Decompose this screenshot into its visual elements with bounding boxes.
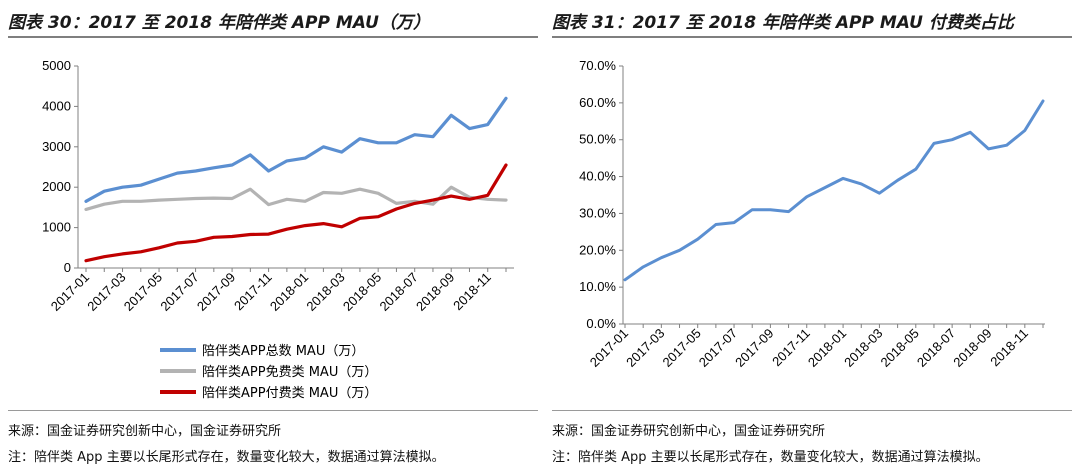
x-tick-label: 2017-05 — [121, 270, 165, 314]
y-tick-label: 0.0% — [586, 316, 616, 331]
x-tick-label: 2017-07 — [696, 326, 740, 370]
y-tick-label: 70.0% — [579, 58, 616, 73]
x-tick-label: 2018-09 — [950, 326, 994, 370]
series-line-2 — [84, 163, 508, 263]
x-tick-label: 2018-05 — [340, 270, 384, 314]
left-legend-paid: 陪伴类APP付费类 MAU（万） — [160, 382, 377, 401]
y-tick-label: 2000 — [42, 179, 71, 194]
x-tick-label: 2018-03 — [841, 326, 885, 370]
x-tick-label: 2017-09 — [732, 326, 776, 370]
series-line-1 — [84, 185, 508, 211]
y-tick-label: 3000 — [42, 139, 71, 154]
left-legend-total: 陪伴类APP总数 MAU（万） — [160, 340, 364, 359]
legend-swatch-paid — [160, 389, 196, 394]
x-tick-label: 2017-11 — [769, 326, 813, 370]
x-tick-label: 2017-05 — [659, 326, 703, 370]
y-tick-label: 5000 — [42, 58, 71, 73]
x-tick-label: 2018-01 — [267, 270, 311, 314]
x-tick-label: 2017-01 — [48, 270, 92, 314]
y-tick-label: 10.0% — [579, 279, 616, 294]
y-tick-label: 60.0% — [579, 95, 616, 110]
right-line-chart: 0.0% 10.0% 20.0% 30.0% 40.0% 50.0% 60.0% 70.0% 2… — [579, 58, 1045, 370]
x-tick-label: 2018-03 — [303, 270, 347, 314]
right-note: 注：陪伴类 App 主要以长尾形式存在，数量变化较大，数据通过算法模拟。 — [552, 450, 989, 465]
right-chart-title: 图表 31：2017 至 2018 年陪伴类 APP MAU 付费类占比 — [552, 13, 1014, 33]
y-tick-label: 0 — [64, 260, 71, 275]
left-footer-rule — [8, 410, 538, 411]
x-tick-label: 2018-05 — [878, 326, 922, 370]
series-line-0 — [623, 99, 1045, 282]
x-tick-label: 2017-09 — [194, 270, 238, 314]
left-legend-free: 陪伴类APP免费类 MAU（万） — [160, 361, 377, 380]
right-source: 来源：国金证券研究创新中心，国金证券研究所 — [552, 424, 826, 439]
legend-label-free: 陪伴类APP免费类 MAU（万） — [202, 365, 378, 380]
legend-swatch-free — [160, 368, 196, 373]
x-tick-label: 2018-07 — [914, 326, 958, 370]
legend-label-paid: 陪伴类APP付费类 MAU（万） — [202, 386, 378, 401]
series-line-0 — [84, 96, 508, 203]
y-tick-label: 50.0% — [579, 132, 616, 147]
y-tick-label: 30.0% — [579, 205, 616, 220]
x-tick-label: 2018-11 — [987, 326, 1031, 370]
left-title-rule — [8, 36, 538, 38]
y-tick-label: 20.0% — [579, 242, 616, 257]
left-line-chart: 0100020003000400050002017-012017-032017-… — [42, 58, 514, 314]
x-tick-label: 2017-11 — [231, 270, 275, 314]
x-tick-label: 2018-09 — [413, 270, 457, 314]
y-tick-label: 4000 — [42, 98, 71, 113]
x-tick-label: 2018-07 — [376, 270, 420, 314]
y-tick-label: 40.0% — [579, 169, 616, 184]
x-tick-label: 2018-11 — [450, 270, 494, 314]
x-tick-label: 2018-01 — [805, 326, 849, 370]
legend-label-total: 陪伴类APP总数 MAU（万） — [202, 344, 365, 359]
left-note: 注：陪伴类 App 主要以长尾形式存在，数量变化较大，数据通过算法模拟。 — [8, 450, 445, 465]
x-tick-label: 2017-01 — [587, 326, 631, 370]
x-tick-label: 2017-03 — [623, 326, 667, 370]
left-source: 来源：国金证券研究创新中心，国金证券研究所 — [8, 424, 282, 439]
x-tick-label: 2017-07 — [157, 270, 201, 314]
y-tick-label: 1000 — [42, 220, 71, 235]
right-title-rule — [552, 36, 1072, 38]
left-chart-title: 图表 30：2017 至 2018 年陪伴类 APP MAU（万） — [8, 13, 430, 33]
right-footer-rule — [552, 410, 1072, 411]
x-tick-label: 2017-03 — [84, 270, 128, 314]
legend-swatch-total — [160, 347, 196, 352]
